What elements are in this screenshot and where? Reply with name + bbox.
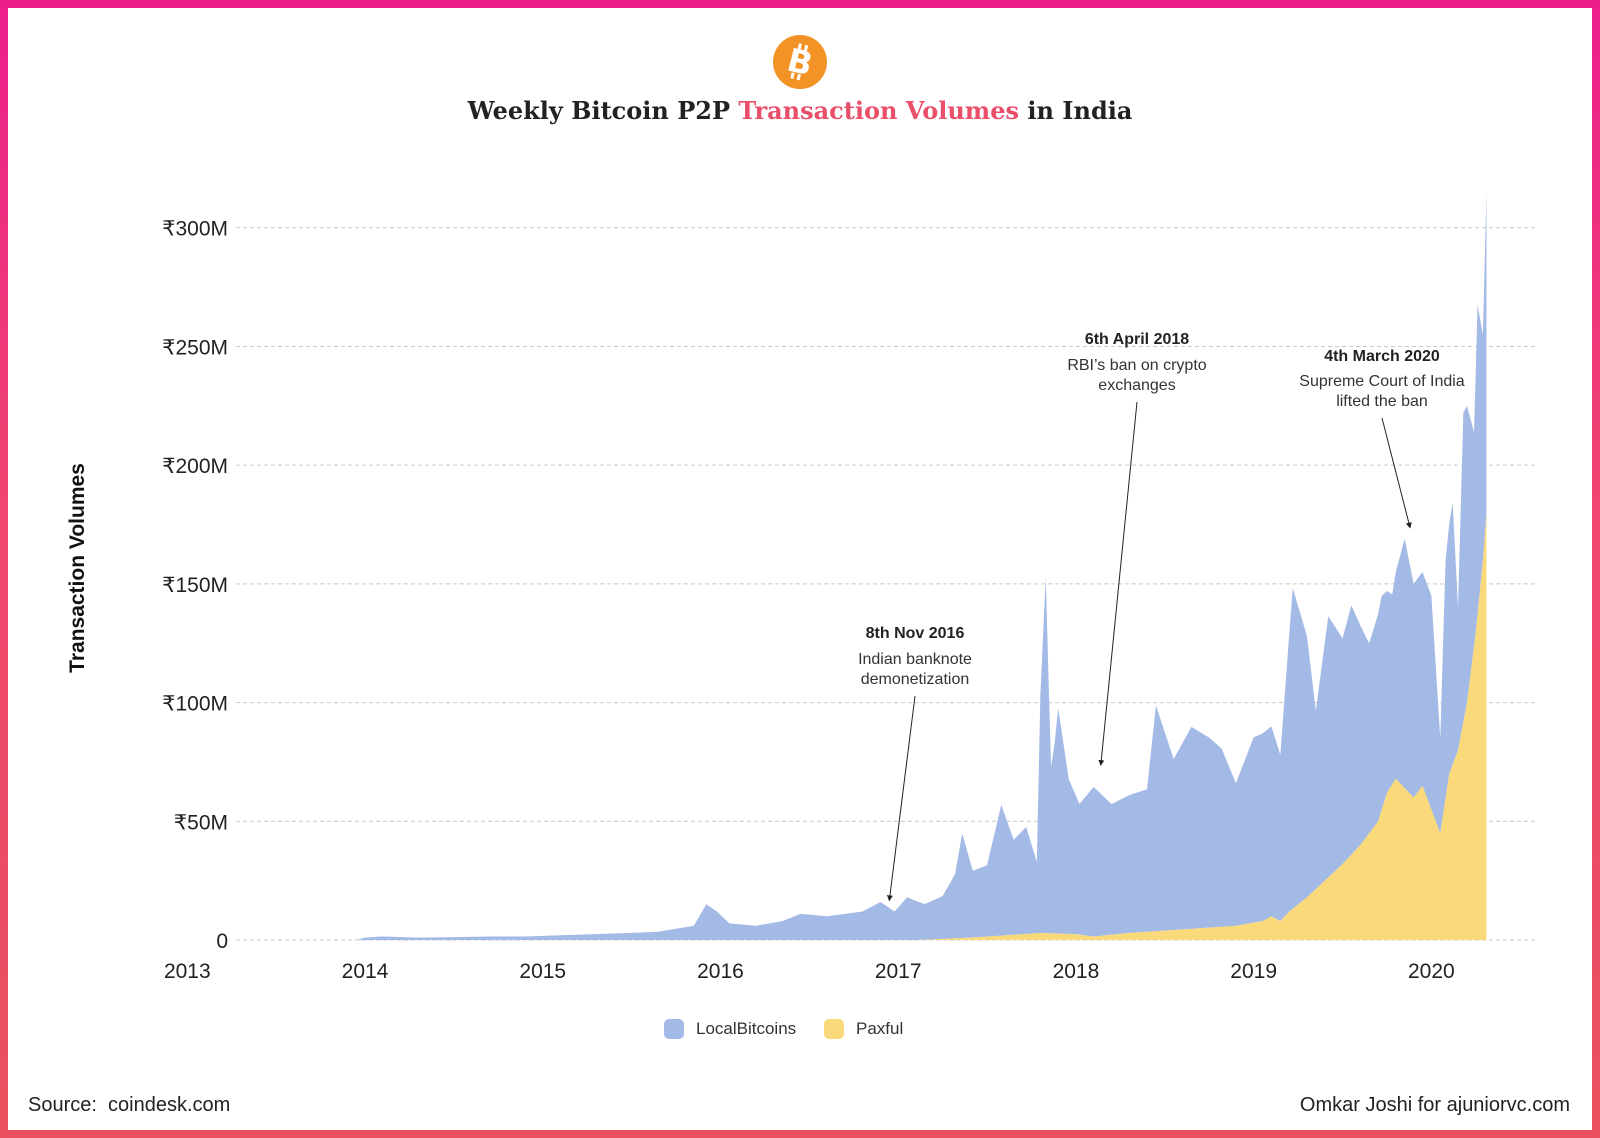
- area-paxful: [915, 512, 1487, 940]
- annotation-text: RBI’s ban on crypto: [1067, 357, 1206, 374]
- annotation-date: 6th April 2018: [1085, 331, 1189, 348]
- annotation-arrow: [1381, 417, 1412, 529]
- annotation-date: 4th March 2020: [1324, 348, 1440, 365]
- x-tick-label: 2018: [1053, 960, 1100, 983]
- legend-swatch-localbitcoins: [664, 1019, 684, 1039]
- y-tick-label: ₹300M: [162, 218, 228, 241]
- title-highlight: Transaction Volumes: [738, 96, 1019, 125]
- annotations: 8th Nov 2016 Indian banknote demonetizatio…: [858, 331, 1465, 902]
- bitcoin-icon: B: [773, 35, 827, 89]
- y-tick-label: ₹200M: [162, 455, 228, 478]
- y-axis-label: Transaction Volumes: [66, 463, 89, 673]
- y-axis-ticks: 0 ₹50M ₹100M ₹150M ₹200M ₹250M ₹300M: [162, 218, 228, 953]
- x-tick-label: 2019: [1230, 960, 1277, 983]
- annotation-text: Indian banknote: [858, 651, 972, 668]
- annotation-text: Supreme Court of India: [1299, 373, 1465, 390]
- y-tick-label: ₹100M: [162, 693, 228, 716]
- annotation: 8th Nov 2016 Indian banknote demonetizatio…: [858, 625, 972, 902]
- annotation-arrow: [1098, 401, 1138, 767]
- annotation: 4th March 2020 Supreme Court of India lift…: [1299, 348, 1465, 529]
- x-axis-ticks: 2013 2014 2015 2016 2017 2018 2019 2020: [164, 960, 1455, 983]
- y-tick-label: ₹250M: [162, 336, 228, 359]
- legend-item-localbitcoins: LocalBitcoins: [664, 1017, 796, 1041]
- annotation-text: demonetization: [861, 671, 970, 688]
- infographic-card: B Weekly Bitcoin P2P Transaction Volumes…: [8, 8, 1592, 1130]
- annotation-date: 8th Nov 2016: [866, 625, 965, 642]
- annotation-arrow: [886, 695, 916, 902]
- x-tick-label: 2014: [342, 960, 389, 983]
- legend-item-paxful: Paxful: [824, 1017, 903, 1041]
- x-tick-label: 2016: [697, 960, 744, 983]
- y-tick-label: ₹150M: [162, 574, 228, 597]
- annotation: 6th April 2018 RBI’s ban on crypto exchang…: [1067, 331, 1207, 767]
- title-part-2: in India: [1018, 96, 1133, 125]
- stacked-areas: [356, 192, 1487, 940]
- title-part-1: Weekly Bitcoin P2P: [467, 96, 739, 125]
- legend-label-localbitcoins: LocalBitcoins: [696, 1019, 797, 1038]
- x-tick-label: 2020: [1408, 960, 1455, 983]
- author-credit: Omkar Joshi for ajuniorvc.com: [1299, 1094, 1570, 1116]
- legend-swatch-paxful: [824, 1019, 844, 1039]
- source-note: Source: coindesk.com: [28, 1094, 231, 1116]
- annotation-text: lifted the ban: [1336, 393, 1428, 410]
- area-chart: 8th Nov 2016 Indian banknote demonetizatio…: [66, 192, 1538, 983]
- legend-label-paxful: Paxful: [856, 1019, 904, 1038]
- x-tick-label: 2015: [519, 960, 566, 983]
- x-tick-label: 2017: [875, 960, 922, 983]
- chart-title: Weekly Bitcoin P2P Transaction Volumes i…: [8, 96, 1592, 125]
- y-tick-label: ₹50M: [174, 811, 228, 834]
- x-tick-label: 2013: [164, 960, 211, 983]
- y-tick-label: 0: [216, 930, 228, 953]
- annotation-text: exchanges: [1098, 377, 1175, 394]
- area-localbitcoins: [356, 192, 1487, 940]
